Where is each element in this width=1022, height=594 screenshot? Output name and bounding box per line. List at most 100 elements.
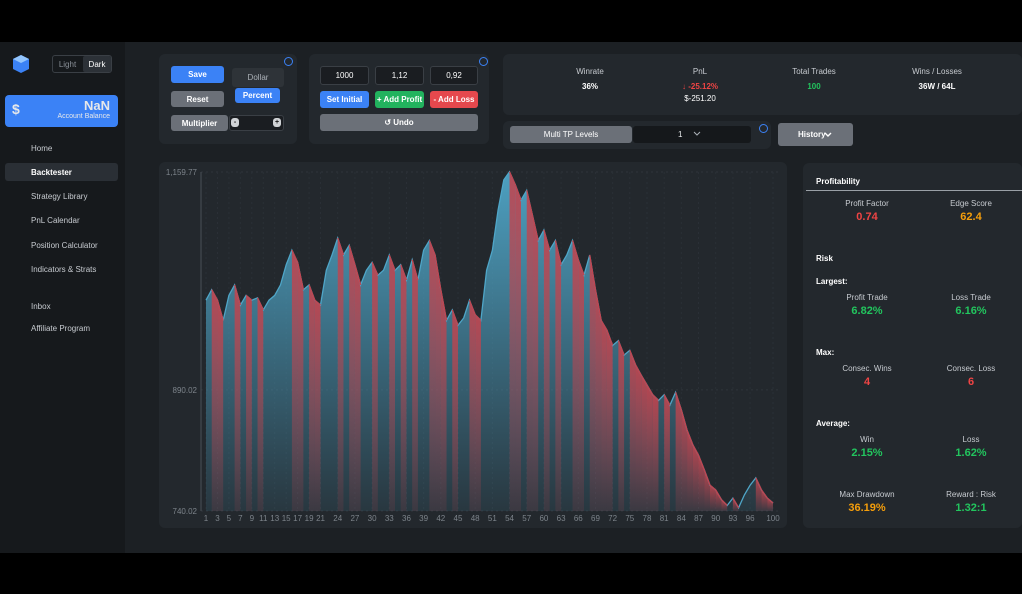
- loss-line: [697, 455, 705, 471]
- loss-line: [720, 499, 728, 506]
- group-title: Max:: [816, 348, 835, 357]
- loss-segment: [412, 259, 418, 511]
- nav-item[interactable]: Indicators & Strats: [31, 264, 97, 274]
- loss-line: [663, 394, 671, 406]
- nav-item[interactable]: PnL Calendar: [31, 215, 80, 225]
- loss-line: [554, 240, 562, 265]
- nav-item[interactable]: Inbox: [31, 301, 51, 311]
- initial-input[interactable]: 1000: [320, 66, 369, 85]
- multi-tp-button[interactable]: Multi TP Levels: [510, 126, 632, 143]
- metric-label: Win: [860, 435, 874, 444]
- profit-input[interactable]: 1,12: [375, 66, 424, 85]
- loss-segment: [601, 320, 607, 511]
- loss-line: [766, 497, 774, 504]
- loss-segment: [452, 309, 458, 511]
- metric-label: Max Drawdown: [839, 490, 895, 499]
- loss-line: [256, 297, 264, 311]
- x-tick-label: 42: [436, 514, 445, 523]
- loss-segment: [767, 498, 773, 511]
- multi-tp-select[interactable]: [633, 126, 751, 143]
- loss-segment: [543, 229, 550, 511]
- help-icon[interactable]: [759, 124, 768, 133]
- sidebar: Light Dark $ NaN Account Balance Home Bac…: [0, 42, 125, 553]
- loss-segment: [509, 171, 516, 511]
- loss-line: [314, 299, 321, 306]
- save-button[interactable]: Save: [171, 66, 224, 83]
- loss-line: [652, 394, 659, 401]
- undo-button[interactable]: ↺ Undo: [320, 114, 478, 131]
- y-tick-label: 740.02: [173, 507, 198, 516]
- loss-segment: [389, 254, 395, 511]
- loss-segment: [314, 300, 321, 511]
- minus-button[interactable]: -: [231, 118, 239, 127]
- stat-value: 100: [807, 82, 821, 91]
- x-tick-label: 60: [539, 514, 548, 523]
- stat-value: ↓ -25.12%: [681, 82, 719, 91]
- nav-item[interactable]: Strategy Library: [31, 191, 88, 201]
- loss-segment: [372, 262, 378, 511]
- loss-input[interactable]: 0,92: [430, 66, 478, 85]
- loss-segment: [257, 297, 264, 511]
- dollar-option[interactable]: Dollar: [232, 68, 284, 87]
- logo: [13, 55, 29, 73]
- x-tick-label: 45: [454, 514, 463, 523]
- x-tick-label: 27: [350, 514, 359, 523]
- loss-segment: [572, 240, 579, 511]
- loss-segment: [681, 410, 688, 511]
- dark-option[interactable]: Dark: [83, 56, 111, 72]
- stat-label: Wins / Losses: [912, 67, 962, 76]
- add-loss-button[interactable]: - Add Loss: [430, 91, 478, 108]
- loss-segment: [440, 289, 447, 511]
- x-tick-label: 39: [419, 514, 428, 523]
- loss-segment: [704, 469, 710, 511]
- x-tick-label: 19: [305, 514, 314, 523]
- group-title: Largest:: [816, 277, 848, 286]
- loss-line: [629, 350, 637, 366]
- loss-line: [400, 264, 408, 281]
- loss-segment: [595, 289, 602, 511]
- x-tick-label: 15: [282, 514, 291, 523]
- x-tick-label: 9: [250, 514, 255, 523]
- x-tick-label: 78: [643, 514, 652, 523]
- light-option[interactable]: Light: [58, 59, 77, 69]
- loss-segment: [291, 250, 298, 511]
- metric-value: 6.82%: [851, 305, 883, 317]
- loss-segment: [618, 340, 625, 511]
- metric-value: 1.32:1: [955, 502, 987, 514]
- metric-value: 2.15%: [851, 447, 883, 459]
- nav-item[interactable]: Home: [31, 143, 53, 153]
- select-chevron: [693, 131, 701, 136]
- reset-button[interactable]: Reset: [171, 91, 224, 107]
- loss-segment: [755, 477, 762, 511]
- x-tick-label: 96: [746, 514, 755, 523]
- metric-value: 62.4: [960, 211, 982, 223]
- x-tick-label: 33: [385, 514, 394, 523]
- loss-segment: [532, 215, 539, 512]
- add-profit-button[interactable]: + Add Profit: [375, 91, 424, 108]
- plus-button[interactable]: +: [273, 118, 281, 127]
- loss-line: [508, 171, 516, 185]
- help-icon[interactable]: [284, 57, 293, 66]
- loss-segment: [217, 300, 224, 511]
- help-icon[interactable]: [479, 57, 488, 66]
- loss-line: [348, 245, 356, 265]
- x-tick-label: 63: [557, 514, 566, 523]
- nav-item[interactable]: Backtester: [5, 163, 118, 181]
- nav-item[interactable]: Affiliate Program: [31, 323, 90, 333]
- loss-segment: [337, 238, 344, 512]
- multiplier-button[interactable]: Multiplier: [171, 115, 228, 131]
- set-initial-button[interactable]: Set Initial: [320, 91, 369, 108]
- percent-option[interactable]: Percent: [235, 88, 280, 103]
- x-tick-label: 54: [505, 514, 514, 523]
- loss-line: [709, 484, 717, 491]
- loss-segment: [246, 295, 252, 511]
- history-button[interactable]: History: [778, 123, 853, 146]
- theme-toggle[interactable]: [52, 55, 112, 73]
- loss-segment: [664, 394, 670, 511]
- loss-line: [371, 262, 379, 276]
- nav-item[interactable]: Position Calculator: [31, 240, 98, 250]
- x-tick-label: 51: [488, 514, 497, 523]
- x-tick-label: 75: [625, 514, 634, 523]
- loss-line: [428, 240, 436, 256]
